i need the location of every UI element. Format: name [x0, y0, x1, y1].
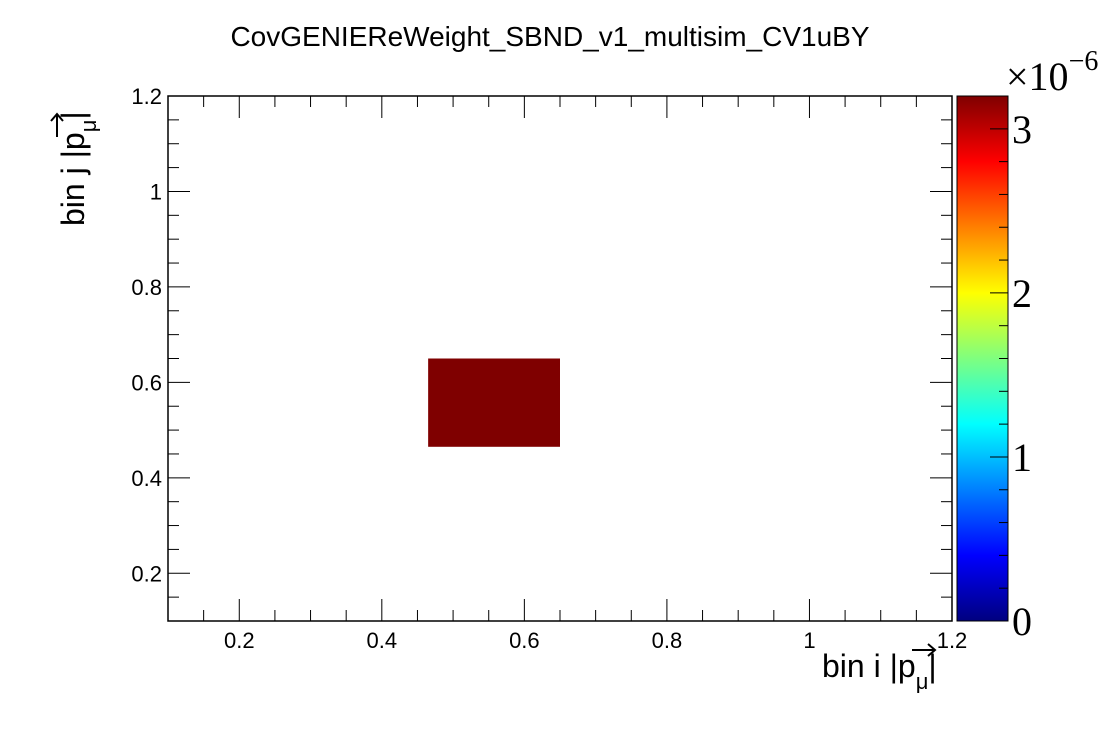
x-tick-label: 0.2: [224, 628, 255, 653]
x-tick-label: 0.4: [367, 628, 398, 653]
svg-text:bin i |pμ|: bin i |pμ|: [822, 648, 937, 694]
x-tick-label: 0.8: [652, 628, 683, 653]
x-tick-label: 1: [803, 628, 815, 653]
y-tick-label: 0.6: [131, 370, 162, 395]
x-axis-ticks: [203, 96, 953, 621]
y-axis-ticks: [168, 95, 952, 598]
colorbar: 0 1 2 3 ×10−6: [956, 46, 1098, 644]
svg-text:bin j |pμ|: bin j |pμ|: [55, 111, 101, 226]
heatmap-cell: [428, 358, 560, 447]
y-axis-label: bin j |pμ|: [50, 111, 101, 226]
colorbar-tick-labels: 0 1 2 3: [1012, 107, 1032, 644]
y-tick-label: 1.2: [131, 84, 162, 109]
colorbar-tick-label: 0: [1012, 599, 1032, 644]
y-tick-label: 1: [150, 179, 162, 204]
y-axis-tick-labels: 0.2 0.4 0.6 0.8 1 1.2: [131, 84, 162, 586]
y-tick-label: 0.4: [131, 466, 162, 491]
colorbar-ticks: [990, 95, 1008, 622]
x-tick-label: 1.2: [937, 628, 968, 653]
heatmap-cells: [428, 358, 560, 447]
vector-arrow-icon: [50, 112, 64, 137]
colorbar-tick-label: 3: [1012, 107, 1032, 152]
colorbar-tick-label: 2: [1012, 271, 1032, 316]
y-tick-label: 0.2: [131, 561, 162, 586]
y-tick-label: 0.8: [131, 275, 162, 300]
x-axis-label: bin i |pμ|: [822, 643, 937, 694]
chart-title: CovGENIEReWeight_SBND_v1_multisim_CV1uBY: [230, 21, 869, 52]
x-tick-label: 0.6: [509, 628, 540, 653]
vector-arrow-icon: [912, 643, 937, 657]
colorbar-exponent-label: ×10−6: [1006, 46, 1098, 99]
x-axis-tick-labels: 0.2 0.4 0.6 0.8 1 1.2: [224, 628, 967, 653]
colorbar-tick-label: 1: [1012, 435, 1032, 480]
